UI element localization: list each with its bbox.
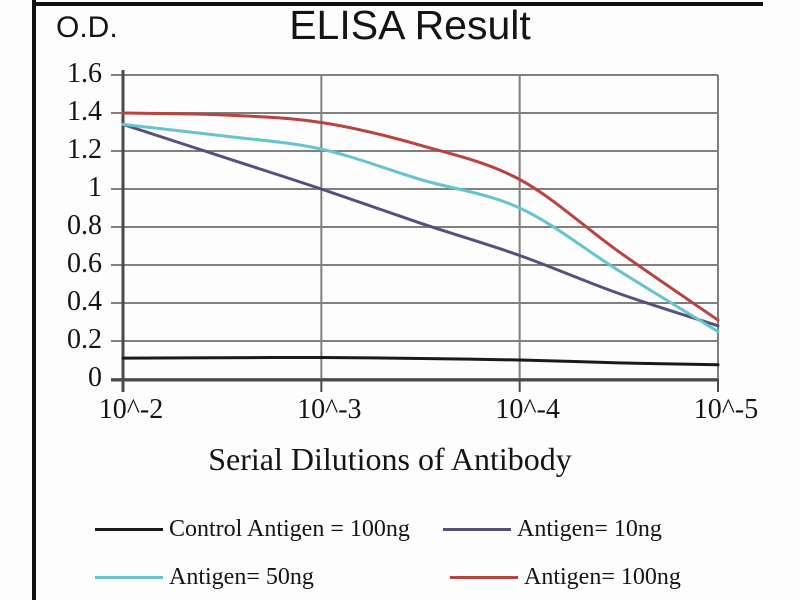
- y-tick-label: 0: [88, 362, 102, 393]
- y-axis-unit-label: O.D.: [56, 11, 118, 44]
- y-tick-label: 0.4: [67, 286, 102, 317]
- y-tick-label: 1.2: [67, 134, 102, 165]
- y-tick-label: 0.6: [67, 248, 102, 279]
- y-tick-label: 1.6: [67, 58, 102, 89]
- image-frame-left: [32, 0, 36, 600]
- chart-title: ELISA Result: [289, 2, 531, 48]
- y-tick-label: 0.8: [67, 210, 102, 241]
- x-tick-label: 10^-5: [693, 394, 759, 425]
- legend-line-swatch: [95, 575, 163, 579]
- legend-label: Antigen= 100ng: [524, 564, 681, 590]
- legend-label: Antigen= 10ng: [517, 516, 662, 542]
- legend-item-antigen-50ng: Antigen= 50ng: [95, 562, 314, 592]
- series-line: [121, 122, 720, 333]
- image-frame-top: [32, 2, 763, 6]
- legend-line-swatch: [443, 527, 511, 531]
- legend-line-swatch: [450, 575, 518, 579]
- x-tick-label: 10^-4: [495, 394, 560, 425]
- series-line: [121, 122, 720, 328]
- series-line: [121, 355, 720, 367]
- series-line: [121, 111, 720, 322]
- x-axis-title: Serial Dilutions of Antibody: [208, 441, 572, 477]
- legend-line-swatch: [95, 527, 163, 531]
- legend-label: Control Antigen = 100ng: [169, 516, 410, 542]
- legend-item-antigen-100ng: Antigen= 100ng: [450, 562, 681, 592]
- x-tick-label: 10^-2: [98, 394, 164, 425]
- legend-label: Antigen= 50ng: [169, 564, 314, 590]
- legend-item-control-antigen: Control Antigen = 100ng: [95, 514, 410, 544]
- legend-item-antigen-10ng: Antigen= 10ng: [443, 514, 662, 544]
- y-tick-label: 1: [88, 172, 102, 203]
- y-tick-label: 0.2: [67, 324, 102, 355]
- x-tick-label: 10^-3: [297, 394, 362, 425]
- y-tick-label: 1.4: [67, 96, 102, 127]
